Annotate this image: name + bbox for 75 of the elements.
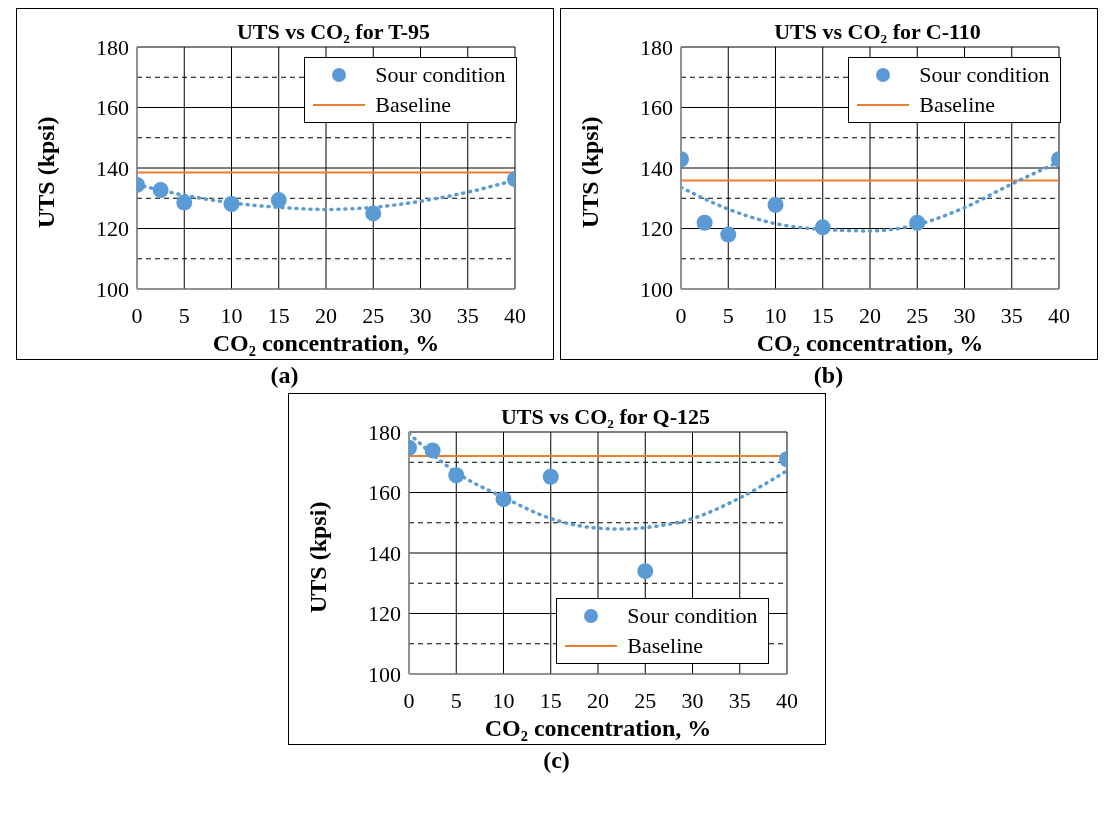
x-tick-label: 40 xyxy=(775,687,798,713)
y-tick-label: 100 xyxy=(95,276,129,302)
x-tick-label: 15 xyxy=(267,302,290,328)
x-tick-label: 10 xyxy=(764,302,786,328)
x-tick-label: 30 xyxy=(953,302,975,328)
point xyxy=(447,467,464,484)
chart-title: UTS vs CO₂ for C-110 xyxy=(773,19,982,45)
legend-label: Baseline xyxy=(919,91,996,119)
x-tick-label: 20 xyxy=(314,302,337,328)
point xyxy=(542,468,559,485)
chart-title: UTS vs CO₂ for Q-125 xyxy=(499,404,712,430)
x-tick-label: 35 xyxy=(456,302,479,328)
point xyxy=(767,196,783,213)
legend-label: Baseline xyxy=(375,91,452,119)
point xyxy=(814,219,831,236)
point xyxy=(636,563,653,580)
x-tick-label: 5 xyxy=(450,687,462,713)
point xyxy=(175,194,192,211)
point xyxy=(908,214,925,231)
x-axis-title: CO₂ concentration, % xyxy=(756,330,983,356)
x-tick-label: 0 xyxy=(675,302,686,328)
x-tick-label: 0 xyxy=(403,687,414,713)
y-tick-label: 160 xyxy=(95,95,129,121)
y-tick-label: 120 xyxy=(95,216,129,242)
x-tick-label: 15 xyxy=(811,302,834,328)
x-axis-title: CO₂ concentration, % xyxy=(212,330,439,356)
point xyxy=(364,205,381,222)
text: (c) xyxy=(543,747,570,774)
x-tick-label: 40 xyxy=(1047,302,1070,328)
x-tick-label: 25 xyxy=(905,302,928,328)
x-tick-label: 10 xyxy=(492,687,514,713)
y-tick-label: 160 xyxy=(367,480,401,506)
x-tick-label: 20 xyxy=(586,687,609,713)
y-tick-label: 140 xyxy=(95,155,129,181)
x-tick-label: 25 xyxy=(633,687,656,713)
x-tick-label: 40 xyxy=(503,302,526,328)
y-tick-label: 180 xyxy=(639,34,673,60)
x-tick-label: 30 xyxy=(409,302,431,328)
y-tick-label: 140 xyxy=(367,540,401,566)
y-axis-title: UTS (kpsi) xyxy=(576,116,603,228)
point xyxy=(719,226,736,243)
x-tick-label: 20 xyxy=(858,302,881,328)
x-tick-label: 5 xyxy=(178,302,190,328)
point xyxy=(152,182,169,199)
x-tick-label: 35 xyxy=(1000,302,1023,328)
x-tick-label: 10 xyxy=(220,302,242,328)
x-tick-label: 30 xyxy=(681,687,703,713)
legend-label: Sour condition xyxy=(375,61,506,89)
x-tick-label: 0 xyxy=(131,302,142,328)
point xyxy=(270,192,287,209)
legend-label: Baseline xyxy=(627,632,704,660)
y-tick-label: 100 xyxy=(367,661,401,687)
point xyxy=(696,214,713,231)
legend-label: Sour condition xyxy=(627,602,758,630)
x-tick-label: 25 xyxy=(361,302,384,328)
y-axis-title: UTS (kpsi) xyxy=(304,501,331,613)
y-tick-label: 160 xyxy=(639,95,673,121)
x-tick-label: 35 xyxy=(728,687,751,713)
point xyxy=(223,196,239,212)
point xyxy=(495,491,511,508)
legend-label: Sour condition xyxy=(919,61,1050,89)
y-tick-label: 180 xyxy=(95,34,129,60)
y-tick-label: 140 xyxy=(639,155,673,181)
x-axis-title: CO₂ concentration, % xyxy=(484,715,711,741)
x-tick-label: 5 xyxy=(722,302,734,328)
point xyxy=(424,442,441,459)
y-tick-label: 180 xyxy=(367,419,401,445)
text: (b) xyxy=(813,362,844,389)
text: (a) xyxy=(270,362,299,389)
y-tick-label: 120 xyxy=(639,216,673,242)
x-tick-label: 15 xyxy=(539,687,562,713)
y-tick-label: 100 xyxy=(639,276,673,302)
y-axis-title: UTS (kpsi) xyxy=(32,116,59,228)
chart-title: UTS vs CO₂ for T-95 xyxy=(235,19,432,45)
y-tick-label: 120 xyxy=(367,601,401,627)
